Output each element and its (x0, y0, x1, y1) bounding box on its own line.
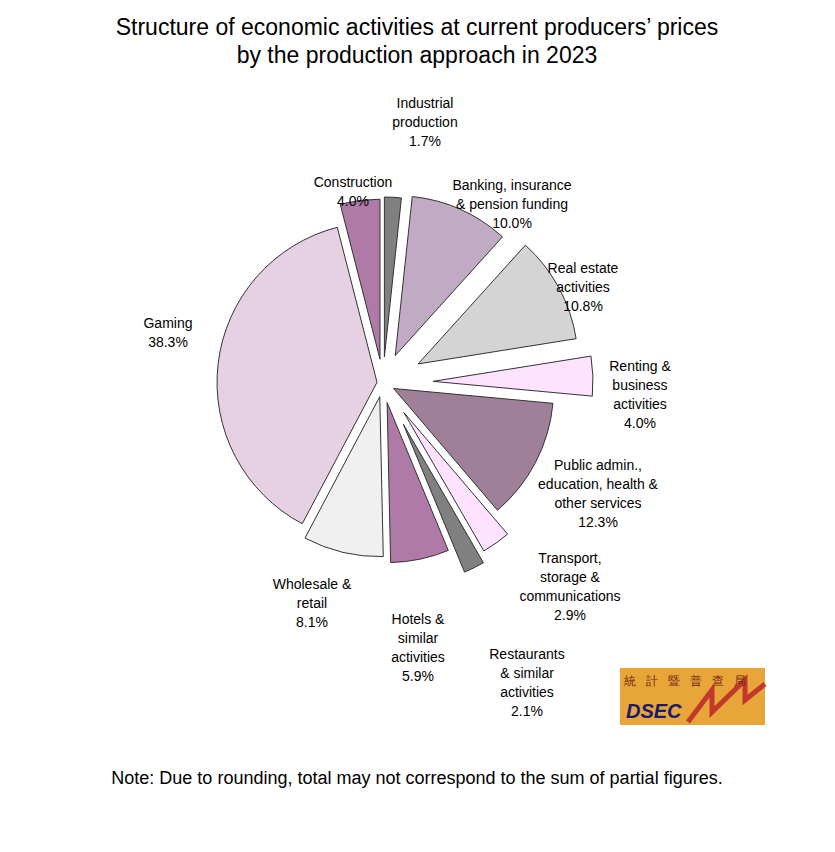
chart: Structure of economic activities at curr… (0, 0, 835, 852)
category-label: Banking, insurance& pension funding (452, 177, 571, 212)
value-label: 12.3% (578, 514, 618, 530)
pie-slice (387, 403, 448, 563)
data-labels: Industrialproduction 1.7% Banking, insuran… (143, 95, 671, 719)
category-label: Renting &businessactivities (609, 358, 671, 412)
category-label: Wholesale &retail (273, 576, 352, 611)
pie (217, 197, 593, 573)
title: Structure of economic activities at curr… (116, 14, 719, 68)
value-label: 1.7% (409, 133, 441, 149)
value-label: 10.0% (492, 215, 532, 231)
pie-slice (433, 356, 593, 396)
category-label: Hotels &similaractivities (391, 611, 445, 665)
value-label: 10.8% (563, 298, 603, 314)
logo-text-zh: 統計暨普查局 (624, 674, 756, 688)
category-label: Restaurants& similaractivities (489, 646, 564, 700)
category-label: Transport,storage &communications (519, 550, 620, 604)
logo: 統計暨普查局 DSEC (620, 668, 765, 725)
value-label: 5.9% (402, 668, 434, 684)
category-label: Gaming (143, 315, 192, 331)
pie-slice (217, 227, 377, 523)
value-label: 8.1% (296, 614, 328, 630)
value-label: 2.9% (554, 607, 586, 623)
logo-text: DSEC (626, 700, 682, 722)
logo-box (620, 668, 765, 725)
value-label: 4.0% (624, 415, 656, 431)
value-label: 4.0% (337, 193, 369, 209)
category-label: Construction (314, 174, 393, 190)
note: Note: Due to rounding, total may not cor… (111, 768, 722, 788)
value-label: 38.3% (148, 334, 188, 350)
category-label: Public admin.,education, health &other s… (538, 457, 659, 511)
value-label: 2.1% (511, 703, 543, 719)
pie-slice (340, 199, 380, 359)
category-label: Industrialproduction (392, 95, 457, 130)
category-label: Real estateactivities (548, 260, 619, 295)
